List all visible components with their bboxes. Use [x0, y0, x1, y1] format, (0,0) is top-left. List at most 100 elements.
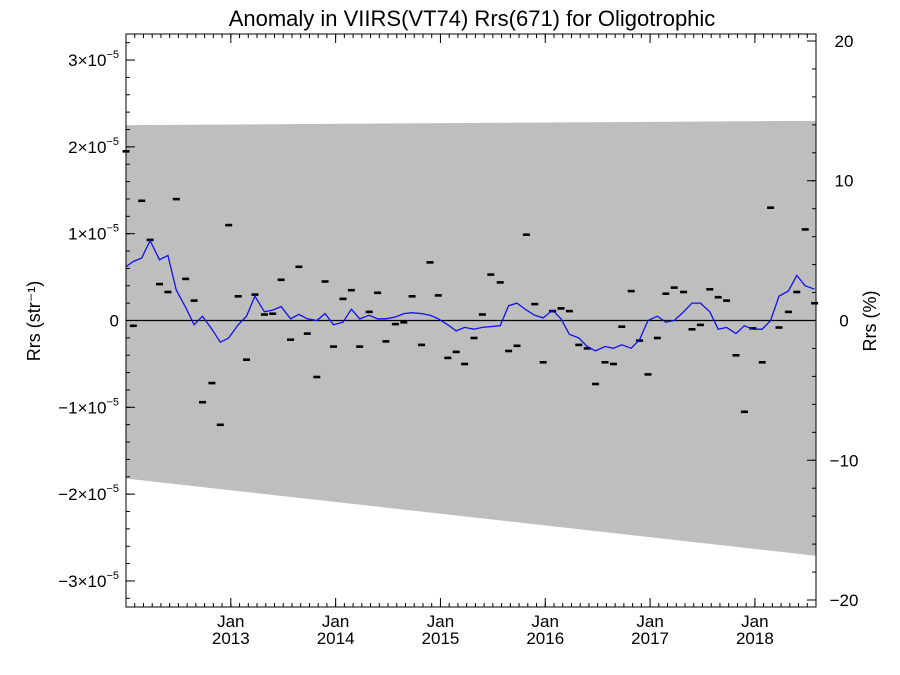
- x-tick-month: Jan: [217, 612, 244, 631]
- left-tick-label: 2×10−5: [68, 136, 119, 157]
- data-point: [513, 344, 521, 348]
- x-tick-month: Jan: [636, 612, 663, 631]
- data-point: [811, 301, 819, 305]
- data-point: [243, 358, 250, 361]
- data-point: [418, 343, 426, 347]
- data-point: [164, 290, 172, 294]
- left-tick-label: 3×10−5: [68, 49, 119, 70]
- mean-anomaly-line: [125, 239, 815, 352]
- data-point: [539, 361, 547, 364]
- data-point: [758, 361, 766, 364]
- data-point: [225, 223, 233, 227]
- chart-title: Anomaly in VIIRS(VT74) Rrs(671) for Olig…: [229, 6, 716, 31]
- data-point: [138, 199, 146, 203]
- left-tick-label: −1×10−5: [58, 396, 119, 417]
- x-tick-month: Jan: [532, 612, 559, 631]
- data-point: [732, 354, 740, 357]
- x-tick-month: Jan: [741, 612, 768, 631]
- data-point: [496, 281, 504, 284]
- data-point: [287, 338, 295, 341]
- data-point: [670, 286, 678, 289]
- data-point: [592, 382, 600, 386]
- data-point: [391, 322, 399, 326]
- data-point: [461, 362, 469, 366]
- data-point: [653, 336, 661, 340]
- data-point: [269, 312, 277, 315]
- data-point: [801, 228, 809, 231]
- data-point: [644, 373, 652, 376]
- data-point: [208, 381, 216, 385]
- data-point: [234, 295, 242, 298]
- data-point: [688, 328, 696, 331]
- left-tick-label: −2×10−5: [58, 483, 119, 504]
- data-point: [295, 265, 303, 269]
- data-point: [557, 307, 565, 310]
- data-point: [199, 400, 206, 404]
- data-point: [190, 299, 198, 302]
- data-point: [618, 325, 626, 328]
- data-point: [531, 302, 539, 306]
- data-point: [775, 326, 783, 329]
- data-point: [714, 295, 722, 299]
- x-tick-year: 2018: [736, 629, 774, 648]
- data-point: [313, 375, 321, 379]
- left-tick-label: 1×10−5: [68, 223, 119, 244]
- data-point: [549, 309, 557, 313]
- data-point: [374, 291, 382, 295]
- right-tick-label: 10: [835, 172, 854, 191]
- data-point: [452, 350, 460, 354]
- data-point: [636, 339, 644, 342]
- data-point: [565, 309, 573, 313]
- data-point: [696, 323, 704, 327]
- plot-area: [122, 33, 819, 608]
- data-point: [330, 345, 337, 348]
- data-point: [365, 310, 373, 314]
- right-tick-label: −10: [830, 451, 859, 470]
- data-point: [426, 261, 434, 264]
- data-point: [784, 310, 792, 314]
- data-point: [522, 233, 530, 236]
- data-point: [749, 327, 757, 330]
- right-y-axis: 20 10 0 −10 −20: [807, 32, 858, 610]
- data-point: [408, 295, 416, 298]
- data-point: [627, 289, 635, 293]
- data-point: [400, 321, 408, 324]
- data-point: [723, 299, 731, 302]
- data-point: [575, 343, 583, 347]
- data-point: [182, 277, 190, 281]
- left-y-axis-label: Rrs (str⁻¹): [24, 281, 44, 361]
- data-point: [444, 356, 452, 360]
- data-point: [680, 290, 688, 294]
- data-point: [321, 280, 329, 283]
- data-point: [505, 349, 513, 353]
- left-tick-label: 0: [110, 312, 119, 331]
- data-point: [434, 294, 442, 297]
- left-y-axis: 3×10−5 2×10−5 1×10−5 0 −1×10−5 −2×10−5 −3×10−5: [58, 42, 135, 599]
- data-point: [339, 297, 347, 301]
- data-point: [740, 410, 748, 414]
- data-point: [706, 288, 714, 291]
- x-tick-year: 2015: [422, 629, 460, 648]
- data-point: [172, 197, 180, 201]
- data-point: [251, 293, 259, 296]
- x-tick-year: 2016: [526, 629, 564, 648]
- data-point: [277, 278, 285, 282]
- x-tick-year: 2014: [317, 629, 355, 648]
- data-point: [156, 282, 163, 286]
- left-tick-label: −3×10−5: [58, 570, 119, 591]
- data-point: [601, 361, 609, 364]
- x-tick-month: Jan: [427, 612, 454, 631]
- x-axis: Jan2013Jan2014Jan2015Jan2016Jan2017Jan20…: [134, 34, 808, 648]
- data-point: [470, 336, 478, 340]
- data-point: [478, 313, 486, 316]
- data-point: [767, 206, 775, 209]
- right-tick-label: 20: [835, 32, 854, 51]
- x-tick-year: 2017: [631, 629, 669, 648]
- data-point: [583, 347, 591, 350]
- data-point: [356, 345, 364, 348]
- x-tick-year: 2013: [212, 629, 250, 648]
- data-point: [216, 423, 224, 427]
- data-point: [609, 362, 617, 366]
- data-point: [347, 288, 355, 292]
